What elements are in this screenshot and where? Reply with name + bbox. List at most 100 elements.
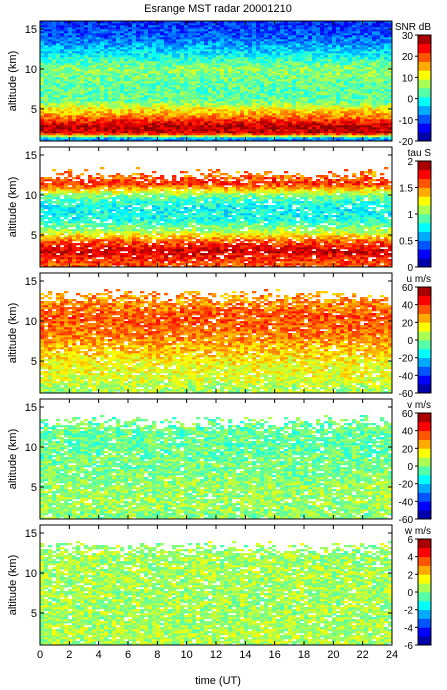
snr-cell (88, 121, 93, 124)
snr-cell (324, 69, 329, 72)
snr-cell (184, 95, 189, 98)
snr-cell (88, 41, 93, 44)
snr-cell (356, 101, 361, 104)
snr-cell (308, 61, 313, 64)
snr-cell (384, 29, 389, 32)
snr-cell (332, 77, 337, 80)
snr-cell (308, 47, 313, 50)
snr-cell (296, 45, 301, 48)
snr-cell (128, 77, 133, 80)
snr-cell (292, 127, 297, 130)
snr-cell (284, 127, 289, 130)
snr-cell (76, 37, 81, 40)
snr-cell (120, 59, 125, 62)
snr-cell (352, 139, 357, 142)
snr-cell (308, 53, 313, 56)
snr-cell (144, 37, 149, 40)
snr-cell (116, 51, 121, 54)
snr-cell (180, 71, 185, 74)
snr-cell (344, 95, 349, 98)
snr-cell (92, 125, 97, 128)
snr-cell (308, 121, 313, 124)
snr-cell (180, 63, 185, 66)
snr-cell (252, 121, 257, 124)
snr-cell (292, 113, 297, 116)
snr-cell (204, 79, 209, 82)
snr-cell (172, 55, 177, 58)
snr-cell (236, 99, 241, 102)
snr-cell (308, 75, 313, 78)
snr-cell (160, 77, 165, 80)
snr-cell (116, 41, 121, 44)
snr-cell (100, 85, 105, 88)
snr-cell (64, 27, 69, 30)
snr-cell (224, 99, 229, 102)
snr-cell (140, 83, 145, 86)
snr-cell (76, 133, 81, 136)
snr-cell (344, 113, 349, 116)
snr-cell (340, 93, 345, 96)
snr-cell (164, 85, 169, 88)
snr-cell (164, 87, 169, 90)
snr-cell (228, 53, 233, 56)
snr-cell (64, 131, 69, 134)
snr-cell (80, 49, 85, 52)
snr-cell (80, 95, 85, 98)
snr-cell (384, 125, 389, 128)
snr-cell (388, 99, 393, 102)
snr-cell (132, 135, 137, 138)
snr-cell (184, 29, 189, 32)
snr-cell (164, 135, 169, 138)
snr-cell (312, 43, 317, 46)
snr-cell (212, 63, 217, 66)
snr-cell (284, 75, 289, 78)
snr-cell (344, 59, 349, 62)
snr-cell (40, 45, 45, 48)
snr-cell (344, 79, 349, 82)
snr-cell (336, 115, 341, 118)
snr-cell (344, 89, 349, 92)
snr-cell (128, 27, 133, 30)
snr-cell (152, 121, 157, 124)
snr-cell (312, 79, 317, 82)
snr-cell (196, 45, 201, 48)
snr-cell (292, 133, 297, 136)
snr-cell (80, 69, 85, 72)
snr-cell (148, 71, 153, 74)
snr-cell (64, 117, 69, 120)
snr-cell (164, 65, 169, 68)
snr-cell (196, 87, 201, 90)
snr-cell (316, 91, 321, 94)
snr-cell (336, 79, 341, 82)
snr-cell (60, 29, 65, 32)
snr-cell (128, 73, 133, 76)
snr-cell (148, 79, 153, 82)
snr-cell (112, 35, 117, 38)
snr-cell (228, 79, 233, 82)
snr-cell (100, 89, 105, 92)
snr-cell (312, 109, 317, 112)
snr-cell (40, 93, 45, 96)
snr-cell (136, 41, 141, 44)
snr-cell (340, 107, 345, 110)
snr-cell (296, 133, 301, 136)
snr-cell (220, 109, 225, 112)
snr-cell (312, 107, 317, 110)
snr-cell (248, 71, 253, 74)
snr-cell (92, 59, 97, 62)
snr-cell (112, 115, 117, 118)
snr-cell (320, 39, 325, 42)
snr-cell (84, 109, 89, 112)
snr-cell (124, 111, 129, 114)
snr-cell (356, 133, 361, 136)
snr-cell (160, 37, 165, 40)
snr-cell (368, 87, 373, 90)
snr-cell (332, 127, 337, 130)
snr-cell (320, 135, 325, 138)
snr-cell (364, 129, 369, 132)
snr-cell (380, 73, 385, 76)
snr-cell (184, 75, 189, 78)
snr-cell (280, 47, 285, 50)
snr-cell (316, 49, 321, 52)
snr-cell (100, 91, 105, 94)
